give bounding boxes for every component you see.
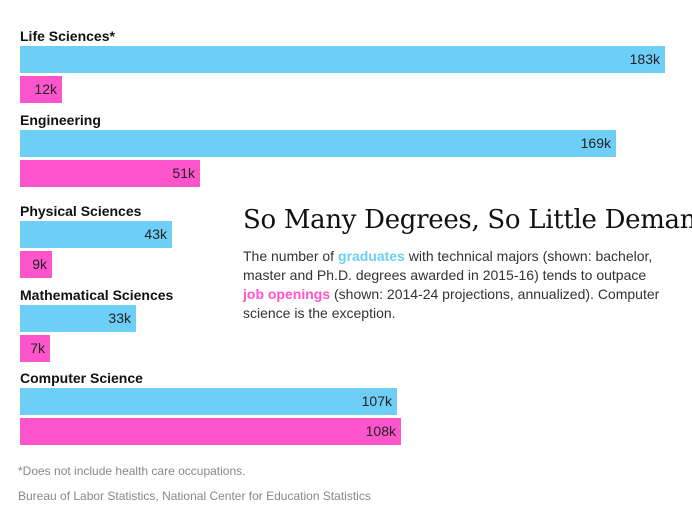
- description-post: (shown: 2014-24 projections, annualized)…: [243, 286, 660, 321]
- bar-job-openings-computer-science: 108k: [20, 418, 401, 445]
- graduates-highlight: graduates: [337, 248, 405, 264]
- bar-graduates-life-sciences: 183k: [20, 46, 665, 73]
- bar-graduates-computer-science: 107k: [20, 388, 397, 415]
- data-label: 43k: [144, 226, 167, 242]
- bar-job-openings-engineering: 51k: [20, 160, 200, 187]
- bar-graduates-physical-sciences: 43k: [20, 221, 172, 248]
- category-label-engineering: Engineering: [20, 112, 101, 128]
- bar-job-openings-life-sciences: 12k: [20, 76, 62, 103]
- bar-graduates-engineering: 169k: [20, 130, 616, 157]
- category-label-mathematical-sciences: Mathematical Sciences: [20, 287, 174, 303]
- data-label: 108k: [365, 423, 396, 439]
- data-label: 107k: [361, 393, 392, 409]
- bar-job-openings-physical-sciences: 9k: [20, 251, 52, 278]
- chart-header: So Many Degrees, So Little Demand The nu…: [243, 205, 692, 323]
- data-label: 33k: [108, 310, 131, 326]
- source-note: Bureau of Labor Statistics, National Cen…: [18, 489, 371, 503]
- bar-graduates-mathematical-sciences: 33k: [20, 305, 136, 332]
- chart-description: The number of graduates with technical m…: [243, 247, 663, 323]
- data-label: 12k: [34, 81, 57, 97]
- data-label: 183k: [629, 51, 660, 67]
- bar-job-openings-mathematical-sciences: 7k: [20, 335, 50, 362]
- data-label: 51k: [172, 165, 195, 181]
- footnote: *Does not include health care occupation…: [18, 464, 246, 478]
- job-openings-highlight: job openings: [243, 286, 331, 302]
- data-label: 9k: [32, 256, 47, 272]
- data-label: 169k: [580, 135, 611, 151]
- category-label-life-sciences: Life Sciences*: [20, 28, 115, 44]
- bar-chart: Life Sciences* 183k 12k Engineering 169k 51k P…: [20, 28, 665, 445]
- chart-title: So Many Degrees, So Little Demand: [243, 205, 692, 235]
- category-label-computer-science: Computer Science: [20, 370, 143, 386]
- description-mid: with technical majors (shown: bachelor, …: [243, 248, 653, 283]
- category-label-physical-sciences: Physical Sciences: [20, 203, 142, 219]
- description-pre: The number of: [243, 248, 338, 264]
- data-label: 7k: [30, 340, 45, 356]
